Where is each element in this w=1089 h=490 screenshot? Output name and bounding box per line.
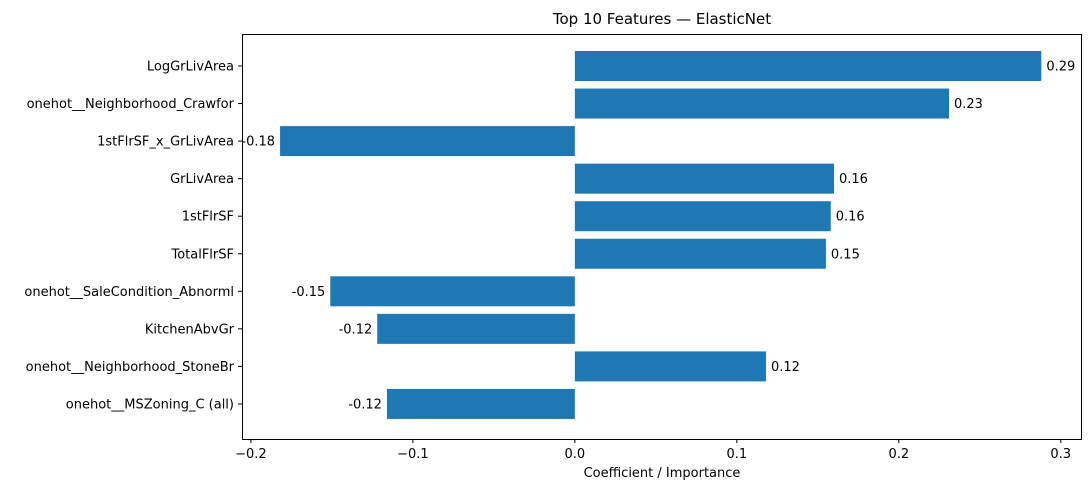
bars-layer xyxy=(280,51,1042,419)
plot-frame xyxy=(242,34,1082,440)
bar xyxy=(574,51,1042,81)
bar xyxy=(280,126,575,157)
data-label: 0.16 xyxy=(836,210,865,225)
y-axis: LogGrLivArea onehot__Neighborhood_Crawfor… xyxy=(24,60,242,412)
y-tick-label: GrLivArea xyxy=(170,172,234,187)
data-label: 0.16 xyxy=(839,172,868,187)
x-tick-label: −0.2 xyxy=(235,447,267,462)
y-tick-label: KitchenAbvGr xyxy=(145,322,235,337)
data-label: 0.29 xyxy=(1046,60,1075,75)
bar xyxy=(330,276,575,307)
data-label: -0.18 xyxy=(241,135,275,150)
data-label: 0.23 xyxy=(954,97,983,112)
x-tick-label: −0.1 xyxy=(397,447,429,462)
data-label: -0.12 xyxy=(348,397,382,412)
x-axis: −0.2 −0.1 0.0 0.1 0.2 0.3 xyxy=(235,439,1071,462)
y-tick-label: TotalFlrSF xyxy=(170,247,234,262)
x-axis-label: Coefficient / Importance xyxy=(584,466,741,481)
data-label: -0.15 xyxy=(292,285,326,300)
chart-title: Top 10 Features — ElasticNet xyxy=(552,10,771,28)
x-tick-label: 0.3 xyxy=(1050,447,1071,462)
x-tick-label: 0.0 xyxy=(565,447,586,462)
y-tick-label: onehot__Neighborhood_Crawfor xyxy=(27,97,235,112)
y-tick-label: 1stFlrSF xyxy=(182,210,234,225)
y-tick-label: onehot__MSZoning_C (all) xyxy=(66,397,234,412)
y-tick-label: onehot__Neighborhood_StoneBr xyxy=(26,360,235,375)
y-tick-label: 1stFlrSF_x_GrLivArea xyxy=(97,135,234,150)
data-label: 0.12 xyxy=(771,360,800,375)
data-labels-layer: 0.29 0.23 -0.18 0.16 0.16 0.15 -0.15 -0.12 0.12 -… xyxy=(241,60,1075,413)
data-label: 0.15 xyxy=(831,247,860,262)
bar xyxy=(574,88,949,119)
bar xyxy=(574,351,766,382)
bar xyxy=(386,388,575,419)
bar xyxy=(574,163,834,194)
bar xyxy=(377,313,575,344)
bar xyxy=(574,201,831,232)
x-tick-label: 0.2 xyxy=(888,447,909,462)
y-tick-label: LogGrLivArea xyxy=(147,60,234,75)
x-tick-label: 0.1 xyxy=(726,447,747,462)
y-tick-label: onehot__SaleCondition_Abnorml xyxy=(24,285,234,300)
data-label: -0.12 xyxy=(339,322,373,337)
bar xyxy=(574,238,826,269)
